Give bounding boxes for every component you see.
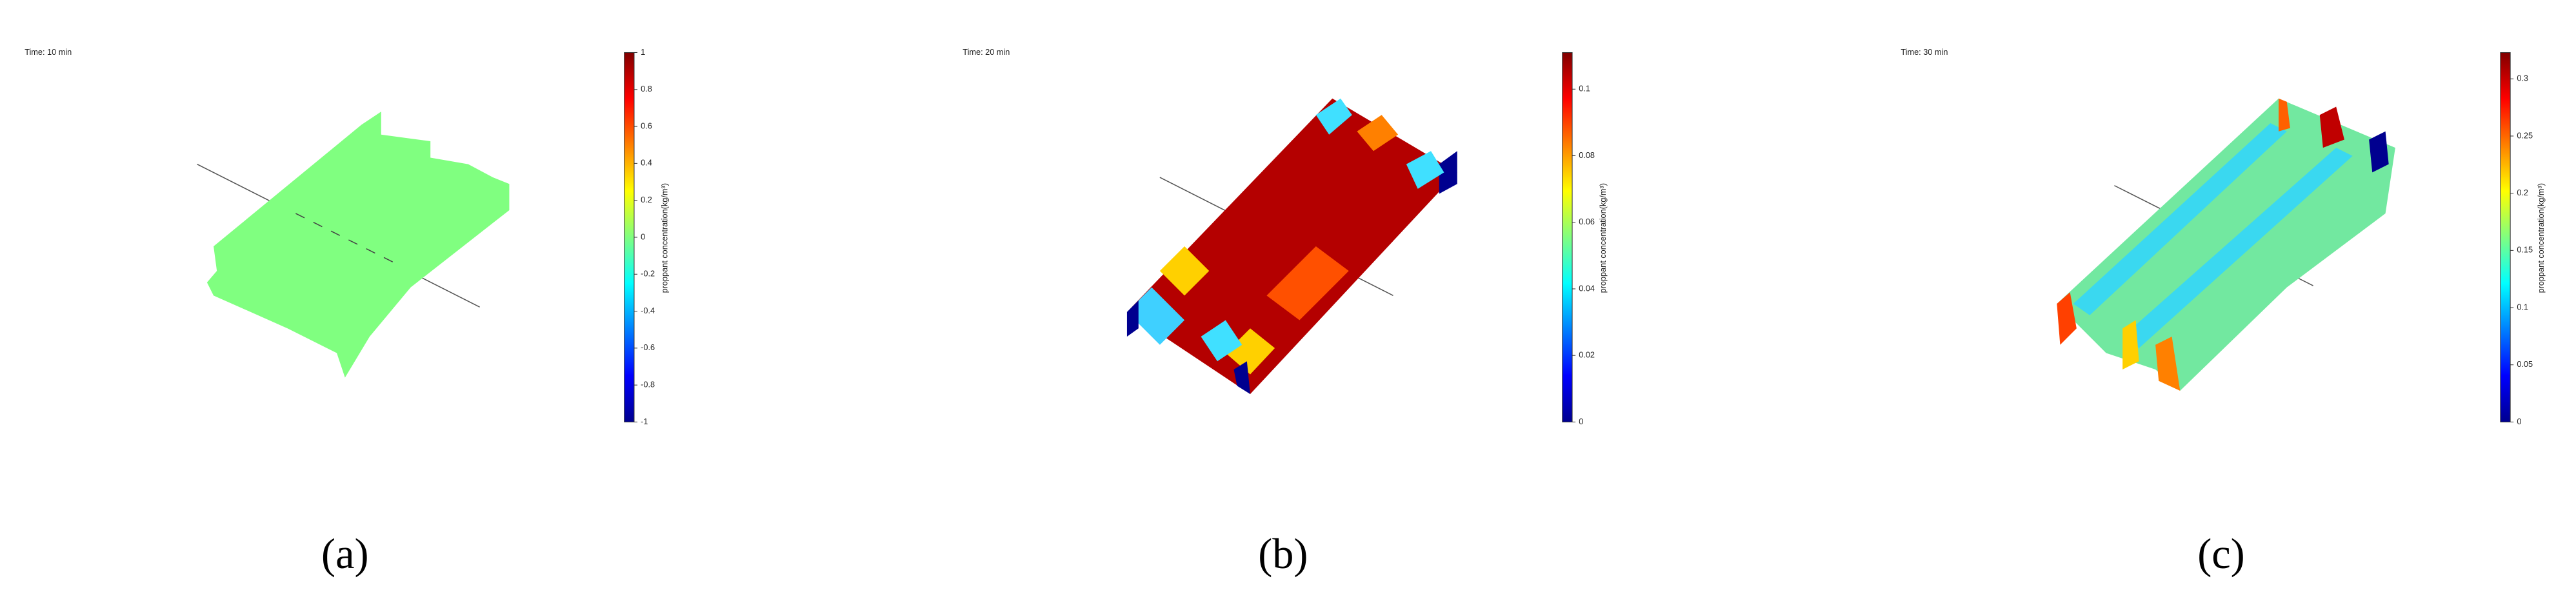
colorbar-tick-label: 0.05 [2517, 359, 2533, 369]
colorbar [2500, 52, 2511, 422]
colorbar-tick-label: 0.8 [641, 84, 652, 93]
colorbar-tick-label: 0.3 [2517, 74, 2528, 83]
time-label: Time: 10 min [25, 47, 72, 57]
colorbar [1562, 52, 1573, 422]
colorbar-tick-label: 0.06 [1579, 217, 1595, 226]
colorbar-tick-label: 1 [641, 47, 645, 57]
colorbar-label: proppant concentration(kg/m³) [660, 183, 670, 293]
colorbar-tick-label: -0.4 [641, 306, 655, 315]
colorbar [624, 52, 635, 422]
colorbar-tick-label: 0.4 [641, 158, 652, 168]
panel: Time: 10 min -1 -0.8 -0.6 -0.4 -0.2 0 0.2 0.4 0.6… [25, 47, 670, 578]
fracture-cell [1126, 300, 1139, 337]
fracture-cell [1225, 328, 1275, 375]
colorbar-tick-label: 0 [641, 231, 645, 241]
fracture-cell [1357, 115, 1399, 152]
colorbar-label: proppant concentration(kg/m³) [1598, 183, 1608, 293]
colorbar-tick-label: 0 [1579, 417, 1583, 426]
colorbar-label: proppant concentration(kg/m³) [2536, 183, 2546, 293]
panel-label: (a) [321, 531, 368, 578]
fracture-cell [2155, 337, 2181, 391]
panel-label: (c) [2197, 531, 2244, 578]
colorbar-tick-label: 0.08 [1579, 150, 1595, 160]
panel-label: (b) [1258, 531, 1308, 578]
panel: Time: 20 min 0 0.02 0.04 0.06 0.08 0.1 proppant… [963, 47, 1608, 578]
time-label: Time: 20 min [963, 47, 1010, 57]
colorbar-tick-label: 0 [2517, 417, 2521, 426]
colorbar-tick-label: -0.2 [641, 269, 655, 279]
fracture-cell [1406, 151, 1444, 189]
fracture-cell [1266, 246, 1349, 320]
fracture-cell [1233, 361, 1250, 395]
colorbar-tick-label: -1 [641, 417, 648, 426]
fracture-cell [1126, 287, 1185, 345]
fracture-cell [2319, 106, 2344, 148]
fracture [206, 112, 510, 378]
colorbar-tick-label: 0.1 [1579, 84, 1590, 93]
fracture [2057, 98, 2395, 391]
colorbar-tick-label: -0.6 [641, 342, 655, 352]
fracture-cell [1201, 320, 1243, 362]
fracture-cell [1315, 98, 1352, 135]
fracture-cell [2073, 123, 2287, 315]
fracture [1126, 98, 1457, 395]
fracture-cell [2122, 148, 2353, 348]
colorbar-tick-label: 0.04 [1579, 283, 1595, 293]
colorbar-tick-label: 0.6 [641, 121, 652, 130]
fracture-cell [2369, 131, 2389, 173]
fracture-cell [2279, 98, 2290, 132]
colorbar-tick-label: 0.25 [2517, 130, 2533, 140]
fracture-cell [2122, 320, 2139, 369]
time-label: Time: 30 min [1901, 47, 1948, 57]
colorbar-tick-label: 0.2 [2517, 188, 2528, 197]
colorbar-tick-label: 0.2 [641, 195, 652, 204]
colorbar-tick-label: 0.15 [2517, 245, 2533, 255]
colorbar-tick-label: -0.8 [641, 379, 655, 389]
fracture-cell [1439, 151, 1457, 194]
panel: Time: 30 min 0 0.05 0.1 0.15 0.2 0.25 0.3 proppa… [1901, 47, 2546, 578]
colorbar-tick-label: 0.02 [1579, 350, 1595, 360]
fracture-cell [2057, 292, 2077, 345]
colorbar-tick-label: 0.1 [2517, 302, 2528, 311]
